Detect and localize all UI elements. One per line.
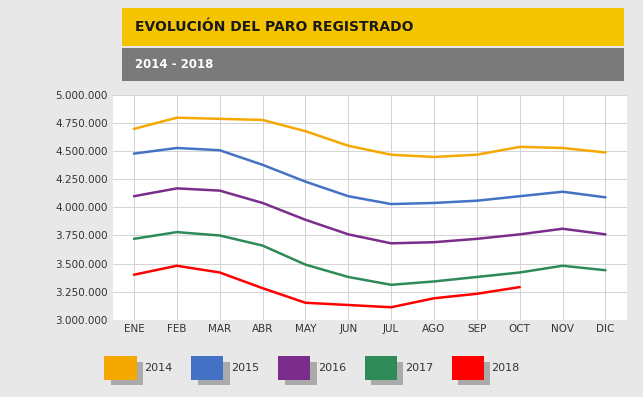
Text: 2014: 2014 — [144, 363, 172, 373]
Bar — [458, 362, 491, 385]
Text: EVOLUCIÓN DEL PARO REGISTRADO: EVOLUCIÓN DEL PARO REGISTRADO — [135, 20, 413, 34]
Bar — [365, 356, 397, 380]
Bar — [451, 356, 484, 380]
Text: 2014 - 2018: 2014 - 2018 — [135, 58, 213, 71]
Text: 2015: 2015 — [231, 363, 259, 373]
Bar — [192, 356, 224, 380]
Bar — [111, 362, 143, 385]
Text: 2016: 2016 — [318, 363, 346, 373]
Bar — [284, 362, 316, 385]
Bar — [372, 362, 404, 385]
Text: 2018: 2018 — [492, 363, 520, 373]
Bar — [278, 356, 310, 380]
Bar — [198, 362, 230, 385]
Bar — [104, 356, 136, 380]
Text: 2017: 2017 — [405, 363, 433, 373]
